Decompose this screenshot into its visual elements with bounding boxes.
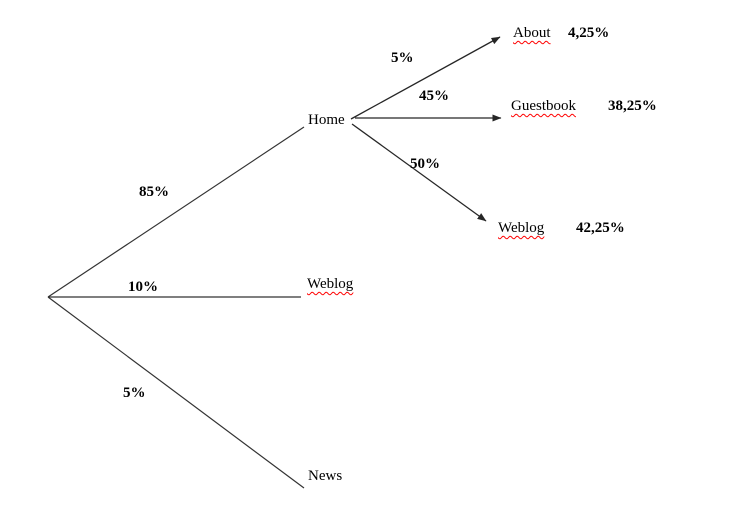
branch-probability-home: 85% — [139, 184, 169, 200]
edge-home-about — [350, 36, 501, 120]
node-news: News — [308, 468, 343, 484]
edge-root-home — [47, 126, 305, 298]
branch-probability-weblog2: 50% — [410, 156, 440, 172]
branch-probability-guestbook: 45% — [419, 88, 449, 104]
result-guestbook: 38,25% — [608, 98, 657, 114]
node-about: About — [513, 25, 551, 41]
node-guestbook: Guestbook — [511, 98, 576, 114]
node-weblog: Weblog — [307, 276, 354, 292]
edge-root-news — [47, 296, 305, 489]
result-weblog: 42,25% — [576, 220, 625, 236]
branch-probability-weblog: 10% — [128, 279, 158, 295]
branch-probability-about: 5% — [391, 50, 414, 66]
branch-probability-news: 5% — [123, 385, 146, 401]
edge-home-weblog — [351, 123, 487, 222]
node-weblog-leaf: Weblog — [498, 220, 545, 236]
node-home: Home — [308, 112, 345, 128]
result-about: 4,25% — [568, 25, 610, 41]
